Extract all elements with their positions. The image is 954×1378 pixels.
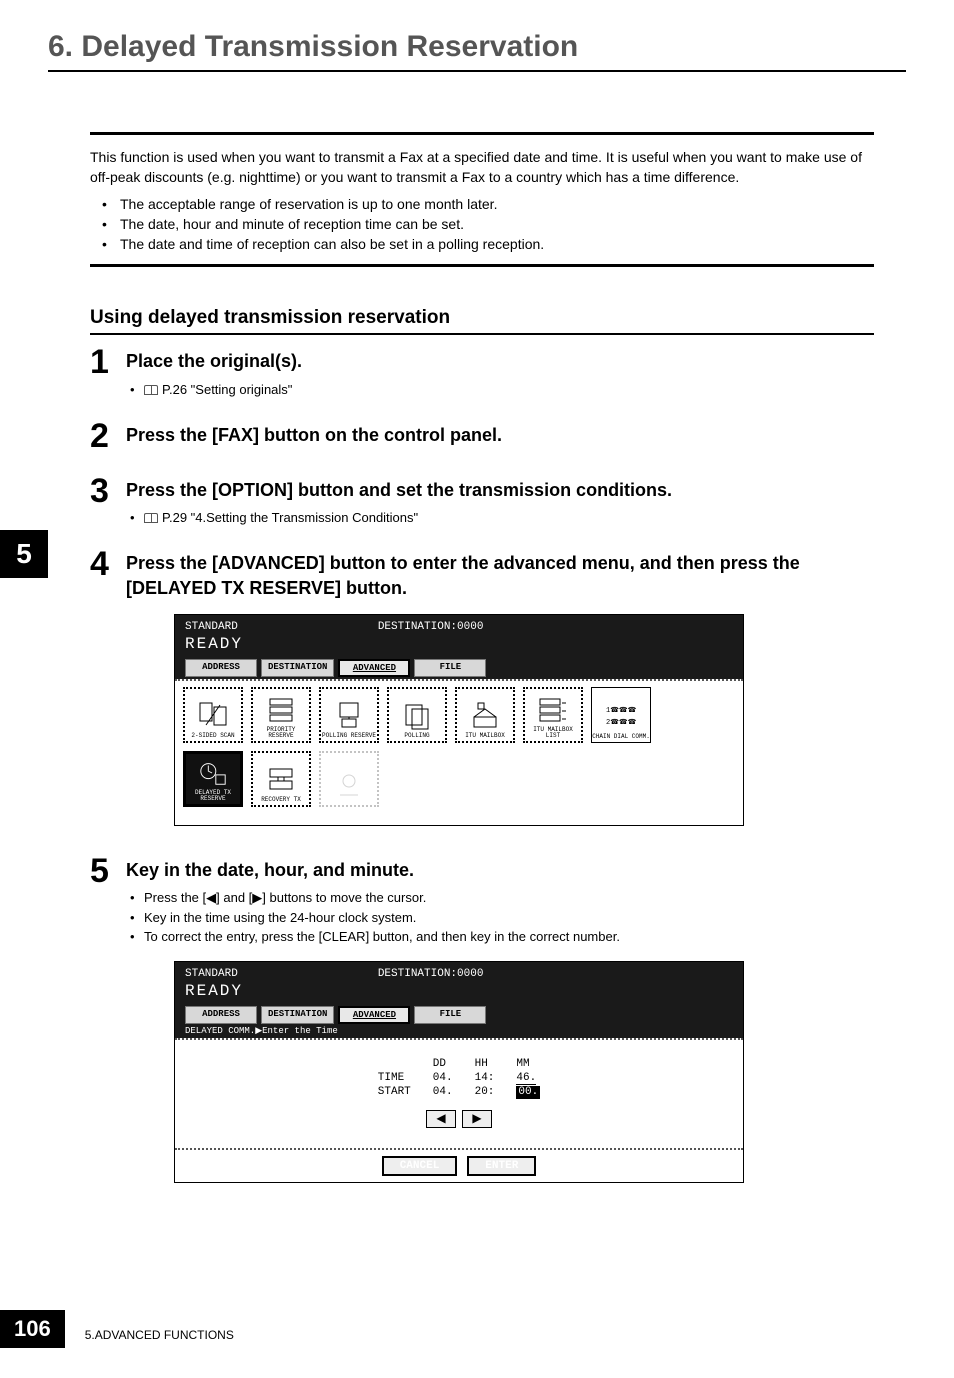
start-hh: 20:: [465, 1086, 505, 1098]
step-sub: Press the [◀] and [▶] buttons to move th…: [126, 888, 874, 908]
step-number: 2: [90, 419, 126, 453]
svg-text:1☎☎☎: 1☎☎☎: [606, 706, 637, 715]
step-sub-text: P.26 "Setting originals": [162, 382, 292, 397]
step-sub: P.26 "Setting originals": [126, 380, 874, 400]
lcd-status: STANDARD: [185, 968, 238, 980]
time-dd: 04.: [423, 1072, 463, 1084]
step: 3 Press the [OPTION] button and set the …: [90, 474, 874, 528]
footer-text: 5.ADVANCED FUNCTIONS: [85, 1328, 234, 1348]
step-number: 4: [90, 547, 126, 581]
side-tab: 5: [0, 530, 48, 578]
lcd-screenshot-advanced: STANDARD DESTINATION:0000 READY ADDRESS …: [174, 614, 744, 826]
lcd-tab-advanced[interactable]: ADVANCED: [338, 659, 410, 677]
lcd-tab-file[interactable]: FILE: [414, 659, 486, 677]
lcd-icon-recovery-tx[interactable]: RECOVERY TX: [251, 751, 311, 807]
lcd-screenshot-time-entry: STANDARD DESTINATION:0000 READY ADDRESS …: [174, 961, 744, 1183]
lcd-icon-disabled: [319, 751, 379, 807]
row-start-label: START: [368, 1086, 421, 1098]
lcd-icon-polling[interactable]: POLLING: [387, 687, 447, 743]
lcd-icon-row: DELAYED TX RESERVE RECOVERY TX: [183, 751, 735, 807]
time-mm: 46.: [506, 1072, 550, 1084]
step: 1 Place the original(s). P.26 "Setting o…: [90, 345, 874, 399]
lcd-tab-address[interactable]: ADDRESS: [185, 1006, 257, 1024]
step-sub-text: P.29 "4.Setting the Transmission Conditi…: [162, 510, 418, 525]
start-dd: 04.: [423, 1086, 463, 1098]
content-area: This function is used when you want to t…: [90, 132, 874, 1191]
lcd-time-grid: DD HH MM TIME 04. 14: 46.: [366, 1056, 552, 1100]
step-title: Key in the date, hour, and minute.: [126, 858, 874, 882]
step: 2 Press the [FAX] button on the control …: [90, 419, 874, 453]
lcd-tab-address[interactable]: ADDRESS: [185, 659, 257, 677]
cancel-button[interactable]: CANCEL: [382, 1156, 458, 1176]
lcd-tab-destination[interactable]: DESTINATION: [261, 659, 334, 677]
book-icon: [144, 385, 158, 395]
intro-paragraph: This function is used when you want to t…: [90, 147, 874, 188]
intro-bullet: The date, hour and minute of reception t…: [90, 214, 874, 234]
step-title: Press the [ADVANCED] button to enter the…: [126, 551, 874, 600]
lcd-tab-advanced[interactable]: ADVANCED: [338, 1006, 410, 1024]
arrow-left-button[interactable]: ◀: [426, 1110, 456, 1128]
intro-list: The acceptable range of reservation is u…: [90, 194, 874, 255]
step: 4 Press the [ADVANCED] button to enter t…: [90, 547, 874, 834]
start-mm[interactable]: 00.: [506, 1086, 550, 1098]
step-number: 5: [90, 854, 126, 888]
lcd-icon-polling-reserve[interactable]: POLLING RESERVE: [319, 687, 379, 743]
lcd-icon-chain-dial[interactable]: 1☎☎☎2☎☎☎CHAIN DIAL COMM.: [591, 687, 651, 743]
rule-bottom: [90, 264, 874, 267]
lcd-footer: CANCEL ENTER: [175, 1148, 743, 1182]
rule-top: [90, 132, 874, 135]
step-title: Press the [OPTION] button and set the tr…: [126, 478, 874, 502]
lcd-ready: READY: [185, 635, 733, 653]
lcd-tabs: ADDRESS DESTINATION ADVANCED FILE: [175, 1004, 743, 1026]
lcd-tab-file[interactable]: FILE: [414, 1006, 486, 1024]
step-number: 1: [90, 345, 126, 379]
chapter-title-bar: 6. Delayed Transmission Reservation: [48, 30, 906, 72]
lcd-destination: DESTINATION:0000: [378, 968, 484, 980]
lcd-icon-priority-reserve[interactable]: PRIORITY RESERVE: [251, 687, 311, 743]
section-heading: Using delayed transmission reservation: [90, 307, 874, 335]
page-number: 106: [0, 1310, 65, 1348]
intro-bullet: The acceptable range of reservation is u…: [90, 194, 874, 214]
chapter-title: 6. Delayed Transmission Reservation: [48, 30, 578, 63]
chapter-number: 6.: [48, 30, 73, 63]
time-hh: 14:: [465, 1072, 505, 1084]
lcd-icon-row: 2-SIDED SCAN PRIORITY RESERVE POLLING RE…: [183, 687, 735, 743]
page-footer: 106 5.ADVANCED FUNCTIONS: [0, 1310, 234, 1348]
lcd-strip-label: DELAYED COMM.▶Enter the Time: [175, 1026, 743, 1038]
step-title: Place the original(s).: [126, 349, 874, 373]
lcd-status: STANDARD: [185, 621, 238, 633]
arrow-right-button[interactable]: ▶: [462, 1110, 492, 1128]
lcd-tabs: ADDRESS DESTINATION ADVANCED FILE: [175, 657, 743, 679]
book-icon: [144, 513, 158, 523]
step-title: Press the [FAX] button on the control pa…: [126, 423, 874, 447]
lcd-icon-delayed-tx-reserve[interactable]: DELAYED TX RESERVE: [183, 751, 243, 807]
chapter-name: Delayed Transmission Reservation: [81, 30, 578, 63]
row-time-label: TIME: [368, 1072, 421, 1084]
svg-text:2☎☎☎: 2☎☎☎: [606, 718, 637, 727]
step: 5 Key in the date, hour, and minute. Pre…: [90, 854, 874, 1191]
lcd-ready: READY: [185, 982, 733, 1000]
step-sub: To correct the entry, press the [CLEAR] …: [126, 927, 874, 947]
step-sub: Key in the time using the 24-hour clock …: [126, 908, 874, 928]
step-sub: P.29 "4.Setting the Transmission Conditi…: [126, 508, 874, 528]
lcd-icon-itu-mailbox[interactable]: ITU MAILBOX: [455, 687, 515, 743]
intro-bullet: The date and time of reception can also …: [90, 234, 874, 254]
lcd-destination: DESTINATION:0000: [378, 621, 484, 633]
step-number: 3: [90, 474, 126, 508]
lcd-icon-itu-mailbox-list[interactable]: ITU MAILBOX LIST: [523, 687, 583, 743]
lcd-tab-destination[interactable]: DESTINATION: [261, 1006, 334, 1024]
col-dd: DD: [423, 1058, 463, 1070]
col-mm: MM: [506, 1058, 550, 1070]
lcd-icon-2sided-scan[interactable]: 2-SIDED SCAN: [183, 687, 243, 743]
enter-button[interactable]: ENTER: [467, 1156, 536, 1176]
col-hh: HH: [465, 1058, 505, 1070]
